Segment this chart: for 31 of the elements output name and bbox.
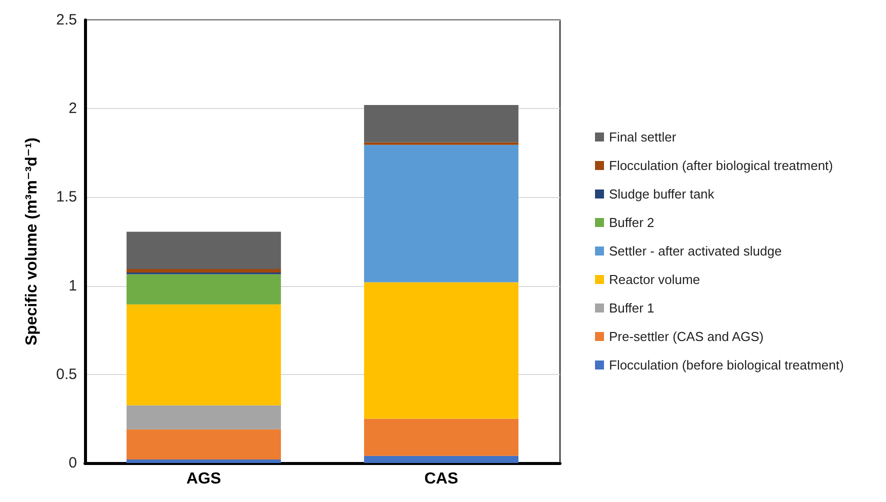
y-tick-label: 2.5 <box>56 12 77 28</box>
bar <box>126 232 281 269</box>
bar <box>126 304 281 406</box>
legend-label: Sludge buffer tank <box>609 186 715 202</box>
y-axis-title: Specific volume (m³m⁻³d⁻¹) <box>24 137 40 346</box>
y-tick-label: 1.5 <box>56 188 77 206</box>
x-tick-label: AGS <box>186 470 222 488</box>
bar <box>364 282 518 419</box>
legend-label: Flocculation (before biological treatment) <box>609 358 844 372</box>
legend-label: Settler - after activated sludge <box>609 244 782 258</box>
bar <box>364 144 518 282</box>
legend-label: Pre-settler (CAS and AGS) <box>609 329 764 344</box>
bar <box>364 418 518 456</box>
y-tick-label: 1 <box>68 277 77 294</box>
bar <box>126 274 281 304</box>
bar <box>126 429 281 460</box>
bar <box>126 268 281 273</box>
y-tick-label: 0.5 <box>56 366 77 383</box>
legend-label: Reactor volume <box>609 272 700 287</box>
legend-label: Buffer 2 <box>609 215 654 230</box>
bar <box>364 142 518 145</box>
bar <box>126 405 281 430</box>
bar <box>364 456 518 463</box>
y-tick-label: 0 <box>68 454 77 472</box>
legend-label: Flocculation (after biological treatment) <box>609 158 833 173</box>
legend-label: Final settler <box>609 130 677 144</box>
x-tick-label: CAS <box>424 470 458 488</box>
bar <box>126 459 281 463</box>
legend-label: Buffer 1 <box>609 300 654 316</box>
y-tick-label: 2 <box>68 100 77 118</box>
bar <box>364 105 518 142</box>
